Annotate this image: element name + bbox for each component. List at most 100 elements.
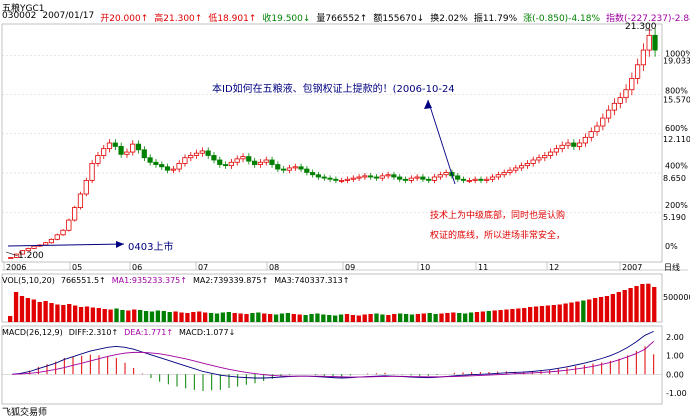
volume-bar [333,315,338,322]
candle-body [542,155,548,159]
macd-tick-label: 0.00 [666,370,684,379]
candle-body [344,178,351,181]
volume-bar [49,303,54,322]
volume-bar [451,312,456,322]
candle-body [257,161,263,165]
top-annotation: 本ID如何在五粮液、包钢权证上提款的！(2006-10-24 [212,84,455,95]
volume-bar [13,292,19,322]
volume-bar [102,309,107,322]
macd-field-2: DEA:1.771↑ [124,328,174,337]
price-tick-label: 15.570 [663,96,690,105]
candle-body [373,176,380,179]
low-label: 1.200 [18,251,44,261]
candle-body [124,151,130,155]
candle-body [339,179,345,182]
candle-body [397,176,403,180]
candle-body [431,176,438,181]
candle-body [275,164,281,170]
volume-header: VOL(5,10,20) 766551.5↑ MA1:935233.375↑ MA2:… [2,276,349,285]
candle-body [530,159,536,164]
volume-bar [510,309,515,322]
candle-body [472,178,478,181]
volume-bar [173,311,178,322]
candle-body [333,178,339,181]
macd-tick-label: 2.00 [666,333,684,342]
candle-body [559,144,565,150]
volume-bar [593,298,598,322]
volume-bar [616,292,621,322]
period-label: 日线 [664,262,680,272]
volume-bar [208,313,214,322]
volume-bar [303,315,308,322]
volume-bar [604,296,610,322]
volume-bar [445,313,450,322]
macd-tick-label: 1.00 [666,352,684,361]
volume-bar [291,314,296,322]
candle-body [95,155,101,164]
candle-body [304,168,310,173]
volume-bar [474,312,480,322]
volume-bar [634,286,639,322]
candle-body [455,175,461,180]
volume-bar [622,290,627,322]
quote-field-1: 2007/01/17 [42,11,95,21]
panel-frame-2 [1,325,663,405]
candle-body [66,219,72,231]
quote-field-11: 指数(-227.237)-2.84% [606,14,690,24]
volume-bar [356,315,361,322]
price-candles [8,28,658,259]
macd-header: MACD(26,12,9) DIFF:2.310↑ DEA:1.771↑ MACD:1… [2,328,235,337]
volume-bar [73,305,78,322]
candle-body [315,174,321,178]
candle-body [234,158,240,163]
volume-bar [380,314,385,322]
listing-arrow [7,243,125,247]
quote-field-7: 额155670↓ [373,14,425,24]
volume-bar [628,288,633,322]
x-tick-label: 05 [72,263,82,272]
volume-bar [232,313,237,322]
candle-body [368,175,374,178]
candle-body [101,148,107,156]
candle-body [524,162,530,167]
volume-bar [220,312,226,322]
candle-body [634,64,641,79]
vol-field-2: MA1:935233.375↑ [111,276,187,285]
candle-body [43,242,49,246]
candle-body [443,172,449,176]
volume-bar [67,304,72,322]
volume-bar [480,311,486,322]
candle-body [286,167,292,171]
candle-body [211,155,217,161]
panel-frame-1 [1,273,663,323]
candle-body [507,169,513,173]
volume-bar [492,310,497,322]
x-tick-label: 2006 [6,263,26,272]
volume-bar [569,302,574,322]
volume-bar [463,313,468,322]
listing-label: 0403上市 [128,242,174,253]
macd-field-3: MACD:1.077↓ [179,328,236,337]
candle-body [513,167,519,171]
quote-field-6: 量766552↑ [316,14,368,24]
quote-field-5: 收19.500↓ [262,14,311,24]
candle-body [460,178,467,181]
volume-bar [132,309,137,322]
volume-bar [327,315,332,322]
volume-bar [273,314,279,322]
pct-tick-label: 400% [665,161,688,170]
candle-body [135,143,142,151]
candle-body [83,179,89,195]
volume-bar [409,314,415,322]
volume-bar [250,313,255,322]
candle-body [269,159,275,165]
quote-info-bar: 030002 2007/01/17 开20.000↑ 高21.300↑ 低18.901↑… [2,11,690,24]
volume-bar [197,311,202,322]
candle-body [652,34,658,51]
watermark: 飞狐交易师 [2,408,48,418]
price-tick-label: 19.033 [663,56,690,65]
volume-bar [61,305,66,322]
volume-tick-label: 500000 [663,293,690,302]
volume-bar [78,307,84,322]
